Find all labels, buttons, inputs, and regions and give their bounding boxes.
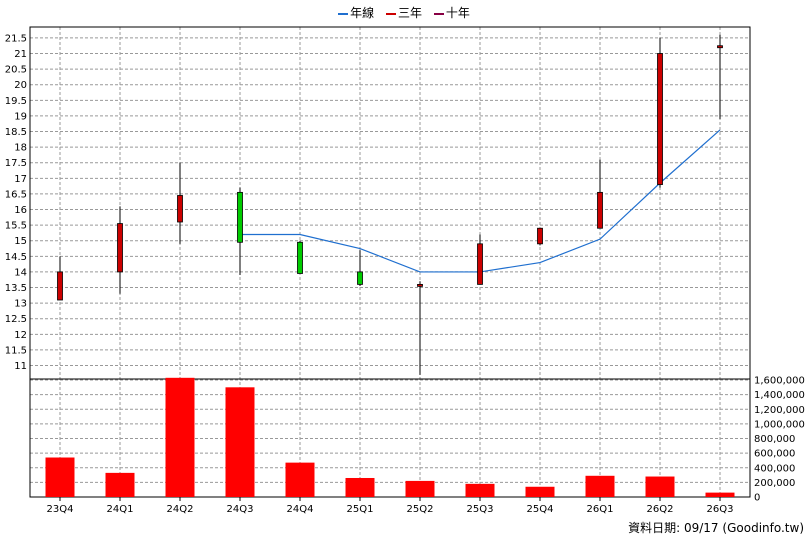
chart-legend: 年線 三年 十年 (0, 4, 808, 21)
volume-bar (285, 462, 315, 497)
gridlines (30, 27, 750, 498)
volume-bar (465, 483, 495, 497)
volume-tick-label: 1,000,000 (754, 419, 805, 430)
candle-body (537, 227, 543, 245)
candlestick (477, 234, 483, 285)
candle-body (417, 283, 423, 287)
price-tick-label: 11 (14, 361, 27, 372)
volume-tick-label: 1,200,000 (754, 405, 805, 416)
plot-frame (29, 26, 751, 498)
legend-label: 十年 (445, 6, 470, 20)
volume-bar (705, 492, 735, 497)
candlestick (717, 34, 723, 120)
price-tick-label: 16.5 (5, 189, 27, 200)
volume-bar (45, 457, 75, 497)
volume-tick-label: 800,000 (754, 434, 795, 445)
price-tick-label: 11.5 (5, 345, 27, 356)
price-tick-label: 13.5 (5, 283, 27, 294)
x-tick-label: 25Q2 (407, 504, 434, 515)
volume-tick-label: 200,000 (754, 478, 795, 489)
candlestick (597, 159, 603, 229)
x-tick-label: 25Q3 (467, 504, 494, 515)
volume-bar (165, 377, 195, 497)
price-tick-label: 13 (14, 299, 27, 310)
volume-bar (345, 477, 375, 497)
x-tick-label: 25Q4 (527, 504, 554, 515)
price-tick-label: 19.5 (5, 96, 27, 107)
legend-label: 三年 (397, 6, 422, 20)
price-tick-label: 17.5 (5, 158, 27, 169)
volume-bar (585, 475, 615, 497)
candlestick (417, 281, 423, 375)
candlestick (57, 256, 63, 301)
source-label: (Goodinfo.tw) (722, 521, 804, 535)
volume-tick-label: 400,000 (754, 463, 795, 474)
price-tick-label: 12.5 (5, 314, 27, 325)
price-tick-label: 17 (14, 174, 27, 185)
candle-body (657, 53, 663, 185)
candlestick (357, 250, 363, 286)
candle-body (237, 191, 243, 243)
legend-swatch (433, 12, 444, 15)
price-tick-label: 14.5 (5, 252, 27, 263)
volume-bar (105, 472, 135, 497)
volume-tick-label: 0 (754, 493, 760, 504)
candle-body (597, 191, 603, 229)
data-date-label: 資料日期: 09/17 (628, 521, 719, 535)
price-tick-label: 21.5 (5, 33, 27, 44)
candle-body (357, 271, 363, 285)
candle-body (297, 241, 303, 274)
candlestick (537, 227, 543, 246)
price-tick-label: 20 (14, 80, 27, 91)
price-tick-label: 15.5 (5, 221, 27, 232)
price-tick-label: 16 (14, 205, 27, 216)
volume-tick-label: 600,000 (754, 449, 795, 460)
x-tick-label: 24Q2 (167, 504, 194, 515)
price-tick-label: 18.5 (5, 127, 27, 138)
volume-tick-label: 1,400,000 (754, 390, 805, 401)
price-tick-label: 12 (14, 330, 27, 341)
x-tick-label: 23Q4 (47, 504, 74, 515)
candle-body (717, 45, 723, 49)
volume-bar (525, 486, 555, 497)
x-tick-label: 24Q4 (287, 504, 314, 515)
price-tick-label: 20.5 (5, 65, 27, 76)
x-tick-label: 26Q1 (587, 504, 614, 515)
x-tick-label: 24Q1 (107, 504, 134, 515)
x-tick-label: 25Q1 (347, 504, 374, 515)
candlestick (297, 240, 303, 274)
x-tick-label: 24Q3 (227, 504, 254, 515)
x-tick-label: 26Q3 (707, 504, 734, 515)
price-tick-label: 15 (14, 236, 27, 247)
candle-body (117, 223, 123, 273)
legend-swatch (338, 12, 349, 15)
price-tick-label: 21 (14, 49, 27, 60)
legend-item-ten-year: 十年 (433, 4, 470, 21)
candlestick (657, 37, 663, 188)
price-tick-label: 18 (14, 143, 27, 154)
volume-bar (405, 480, 435, 497)
candle-body (57, 271, 63, 301)
x-tick-label: 26Q2 (647, 504, 674, 515)
volume-tick-label: 1,600,000 (754, 376, 805, 387)
candlestick (237, 187, 243, 276)
candlestick (177, 162, 183, 244)
candle-body (477, 243, 483, 285)
price-tick-label: 19 (14, 111, 27, 122)
legend-swatch (385, 12, 396, 15)
volume-bar (645, 476, 675, 497)
price-tick-label: 14 (14, 267, 27, 278)
footer-note: 資料日期: 09/17 (Goodinfo.tw) (628, 519, 804, 536)
candlestick (117, 206, 123, 294)
volume-bar (225, 387, 255, 497)
legend-item-annual-line: 年線 (338, 4, 374, 21)
legend-label: 年線 (350, 6, 375, 20)
candle-body (177, 195, 183, 223)
legend-item-three-year: 三年 (385, 4, 422, 21)
